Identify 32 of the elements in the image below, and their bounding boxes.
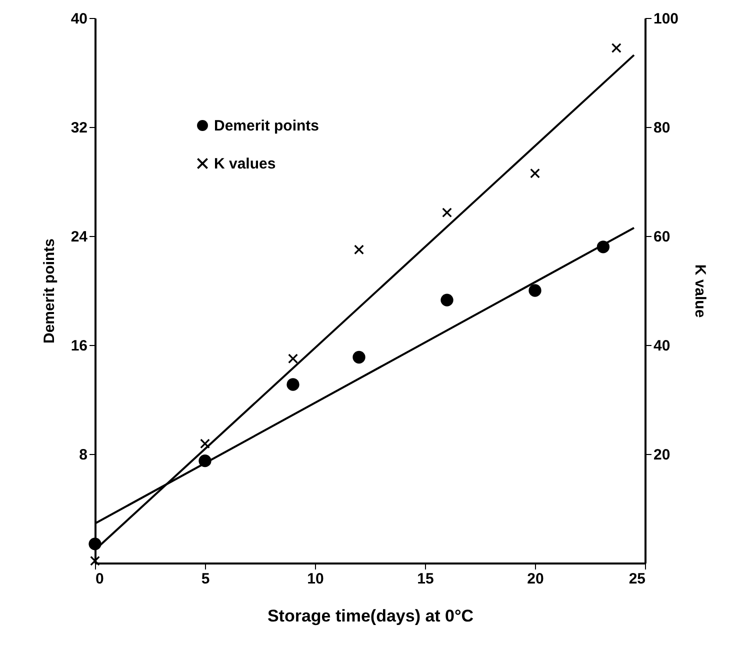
y-tick-label: 24 (70, 228, 88, 246)
legend-label: Demerit points (214, 118, 320, 134)
y-tick-label: 16 (70, 338, 88, 354)
x-tick-label: 15 (417, 570, 434, 588)
x-tick-label: 20 (527, 570, 544, 588)
point (612, 43, 622, 53)
y-tick-label: 32 (70, 120, 88, 136)
x-tick-label: 25 (628, 570, 646, 588)
y-axis-title: Demerit points (40, 238, 58, 344)
y2-tick-label: 20 (654, 446, 670, 464)
point (528, 284, 542, 297)
x-tick-label: 0 (96, 570, 104, 588)
y-tick-label: 8 (79, 446, 88, 464)
y-tick-label: 40 (70, 10, 88, 28)
point (354, 244, 364, 254)
point (442, 208, 452, 218)
point (288, 354, 298, 364)
x-tick-label: 5 (201, 570, 210, 588)
x-axis-title: Storage time(days) at 0°C (267, 606, 474, 626)
y2-tick-label: 100 (654, 10, 679, 28)
point (440, 294, 454, 306)
point (530, 168, 540, 178)
point (352, 350, 366, 364)
y2-tick-label: 60 (654, 228, 670, 246)
y2-tick-label: 80 (654, 120, 670, 136)
x-tick-label: 10 (307, 570, 324, 588)
point (286, 378, 300, 391)
y2-tick-label: 40 (654, 338, 670, 354)
y2-axis-title: K value (692, 264, 709, 318)
point (200, 438, 210, 448)
point (90, 556, 100, 566)
legend-label: K values (214, 156, 276, 172)
